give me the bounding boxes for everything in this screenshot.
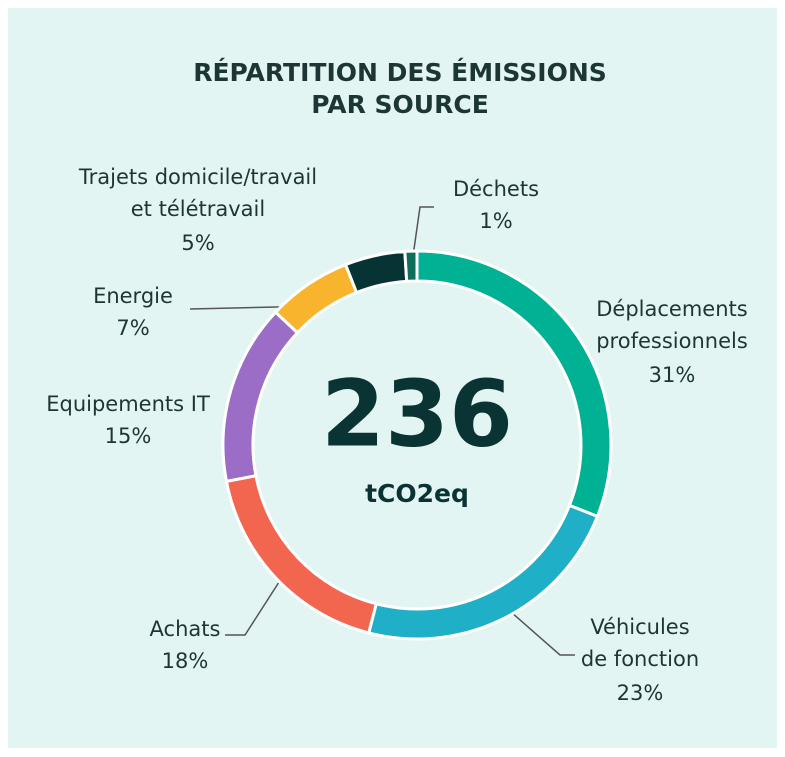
category-label: Equipements IT — [46, 392, 210, 416]
category-label: Energie — [93, 284, 173, 308]
category-label: Achats — [150, 617, 221, 641]
value-label: 31% — [649, 363, 696, 387]
center-label: tCO2eq — [365, 479, 469, 508]
leader-line — [410, 206, 434, 271]
category-label: Déchets — [453, 177, 539, 201]
value-label: 23% — [617, 681, 664, 705]
category-label: Véhicules de fonction — [581, 615, 699, 671]
donut-segment — [403, 249, 419, 283]
chart-title: RÉPARTITION DES ÉMISSIONS PAR SOURCE — [193, 58, 607, 119]
value-label: 7% — [116, 316, 149, 340]
category-label: Déplacements professionnels — [596, 297, 748, 353]
leader-line — [494, 597, 575, 656]
value-label: 18% — [162, 649, 209, 673]
center-value: 236 — [321, 360, 513, 467]
value-label: 1% — [479, 209, 512, 233]
category-label: Trajets domicile/travail et télétravail — [78, 165, 317, 221]
value-label: 15% — [105, 424, 152, 448]
leader-line — [225, 564, 291, 636]
value-label: 5% — [181, 231, 214, 255]
